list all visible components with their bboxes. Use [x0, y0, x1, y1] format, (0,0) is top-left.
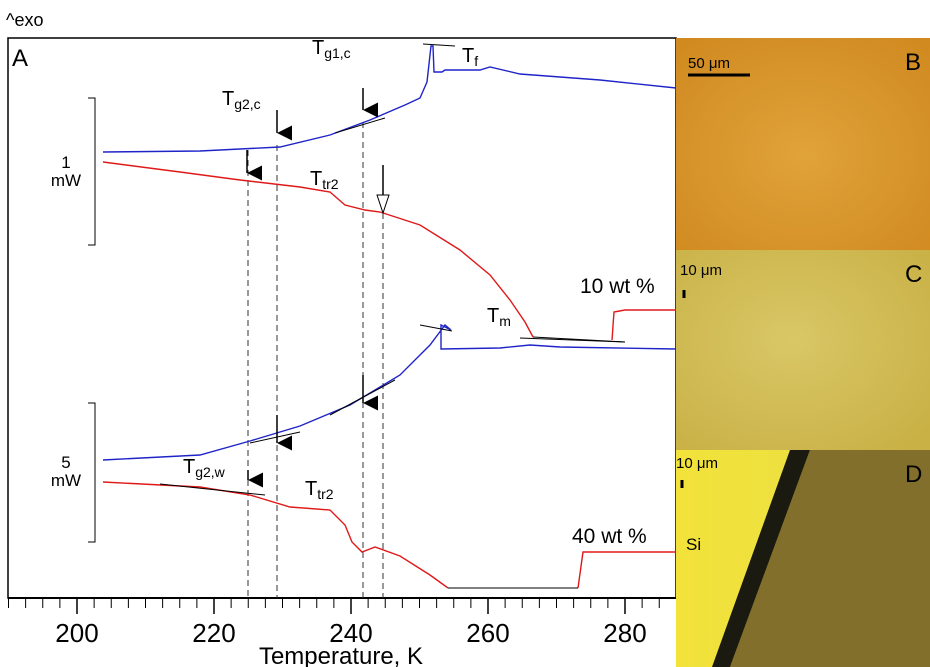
x-tick-label: 280 — [603, 618, 646, 648]
panel-label: A — [12, 45, 28, 72]
annotation: Tg2,w — [183, 456, 226, 480]
scale-bracket — [88, 98, 95, 245]
panel-label: D — [905, 461, 922, 488]
curve-40wt-cool — [103, 325, 676, 460]
panel-label: B — [905, 49, 921, 76]
scale-unit: mW — [51, 471, 81, 490]
x-tick-label: 260 — [466, 618, 509, 648]
concentration-label: 40 wt % — [572, 525, 647, 548]
scale-bracket — [88, 403, 95, 542]
annotation: Tg2,c — [222, 88, 261, 112]
annotation: Ttr2 — [310, 168, 339, 192]
scale-label: 10 μm — [676, 455, 718, 472]
panel-label: C — [905, 261, 922, 288]
scale-number: 5 — [61, 453, 70, 472]
x-tick-label: 220 — [192, 618, 235, 648]
figure: 200220240260280 50 μm 10 μm 10 μm Si B C… — [0, 0, 930, 667]
plot-frame — [8, 38, 676, 598]
scale-unit: mW — [51, 171, 81, 190]
exo-label: ^exo — [6, 10, 43, 30]
annotation: Tm — [487, 305, 511, 329]
curve-40wt-heat — [578, 552, 676, 588]
scale-label: 10 μm — [680, 262, 722, 279]
concentration-label: 10 wt % — [580, 275, 655, 298]
annotation: Tf — [462, 45, 478, 69]
curve-40wt-heat — [103, 482, 448, 588]
x-tick-label: 200 — [55, 618, 98, 648]
si-label: Si — [686, 535, 701, 554]
scale-number: 1 — [61, 153, 70, 172]
tangents — [160, 44, 625, 588]
scale-label: 50 μm — [688, 55, 730, 72]
annotation: Ttr2 — [305, 478, 334, 502]
curve-10wt-heat — [612, 310, 676, 340]
x-axis-label: Temperature, K — [259, 643, 423, 667]
micrograph-c — [676, 250, 930, 450]
annotation: Tg1,c — [312, 37, 351, 61]
curve-10wt-cool — [103, 46, 676, 152]
open-arrow — [377, 195, 389, 213]
